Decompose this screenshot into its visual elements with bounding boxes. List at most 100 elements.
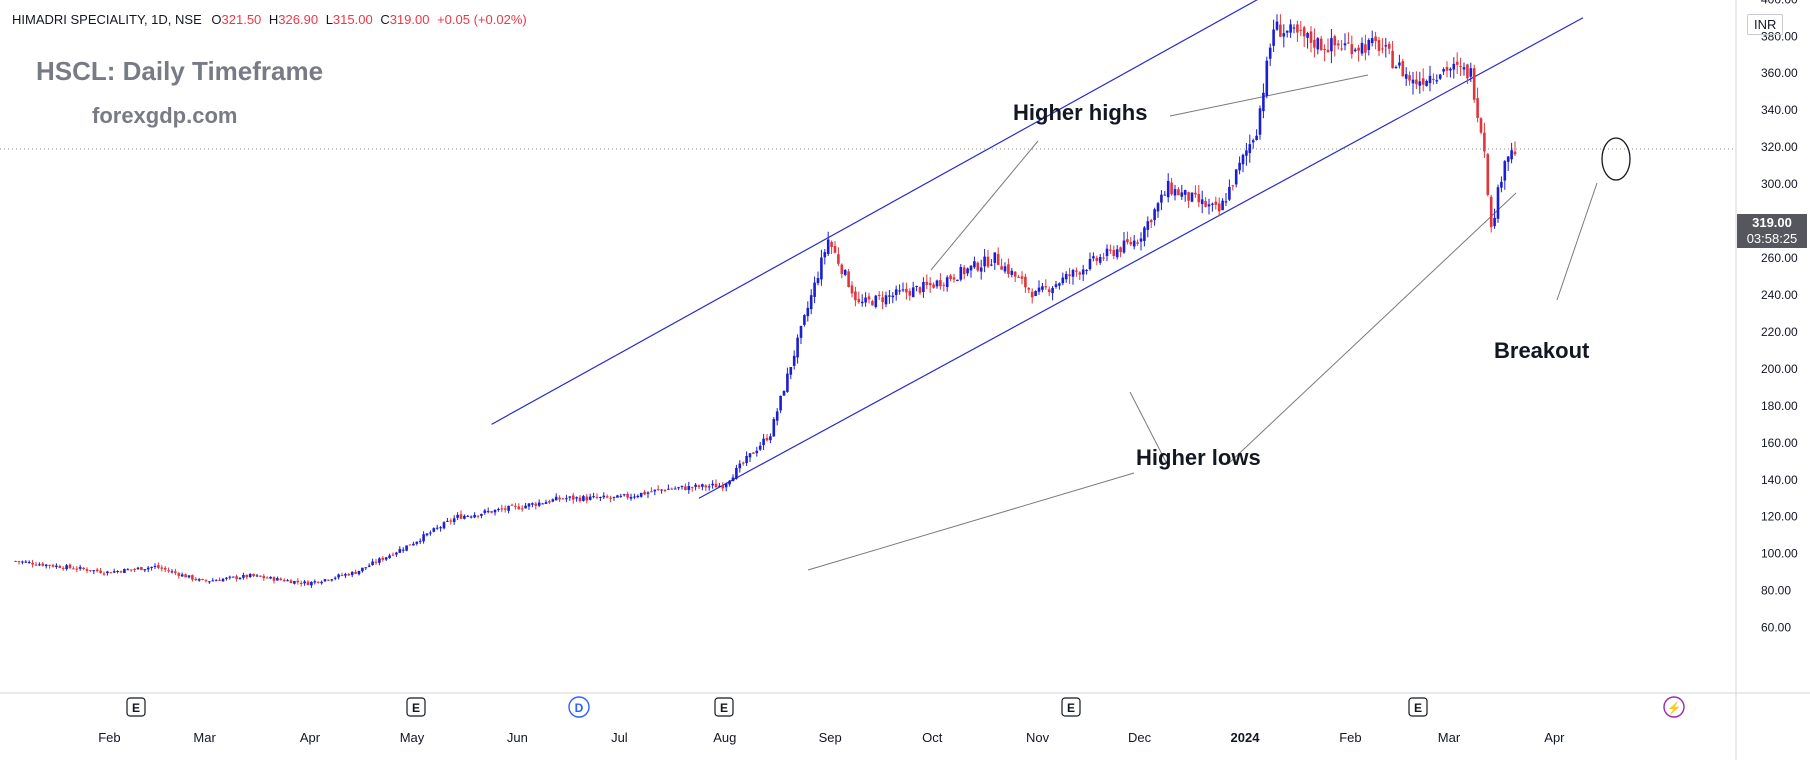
candle-body (452, 518, 456, 522)
candle-body (371, 561, 374, 566)
candle-body (126, 569, 130, 571)
currency-label[interactable]: INR (1747, 14, 1784, 35)
candle-body (1173, 189, 1177, 196)
candle-body (942, 284, 946, 286)
candle-body (191, 575, 194, 580)
candle-body (1330, 38, 1333, 52)
candle-body (656, 489, 660, 491)
candle-body (1047, 289, 1051, 293)
candle-body (660, 489, 663, 491)
candle-body (1493, 217, 1496, 227)
candle-body (843, 270, 847, 275)
candle-body (95, 569, 99, 572)
candle-body (1272, 29, 1275, 46)
candle-body (214, 580, 218, 582)
earnings-marker[interactable] (126, 697, 146, 717)
candle-body (789, 367, 793, 375)
candle-body (718, 485, 721, 487)
candle-body (1387, 43, 1391, 49)
candle-body (769, 436, 772, 441)
price-tick-label: 260.00 (1761, 251, 1798, 265)
price-tick-label: 220.00 (1761, 325, 1798, 339)
candle-body (486, 511, 490, 513)
candle-body (1200, 199, 1204, 205)
candle-body (476, 515, 480, 517)
candle-body (1245, 150, 1248, 156)
candle-body (782, 390, 786, 396)
candle-body (1078, 272, 1082, 275)
price-tick-label: 160.00 (1761, 436, 1798, 450)
candle-body (748, 453, 752, 458)
candle-body (1017, 276, 1020, 278)
candle-body (993, 252, 997, 263)
earnings-marker[interactable] (1061, 697, 1081, 717)
candle-body (1234, 169, 1238, 185)
candle-body (1129, 242, 1133, 245)
candle-body (857, 298, 861, 302)
price-tick-label: 240.00 (1761, 288, 1798, 302)
earnings-marker[interactable] (406, 697, 426, 717)
candle-body (146, 567, 150, 570)
candle-body (884, 295, 888, 305)
candle-body (1027, 288, 1031, 290)
dividend-marker-label: D (575, 701, 584, 715)
trendline-layer (491, 0, 1631, 571)
candle-body (816, 278, 820, 284)
candle-body (663, 489, 667, 491)
candle-body (894, 289, 898, 296)
candle-body (425, 533, 429, 536)
trendline[interactable] (491, 0, 1325, 425)
lightning-icon[interactable] (1663, 696, 1685, 718)
candle-body (1037, 287, 1041, 292)
candle-body (245, 574, 249, 578)
candle-body (140, 567, 143, 571)
candle-body (201, 578, 204, 580)
candle-body (310, 581, 313, 586)
candle-body (803, 315, 806, 325)
candle-body (840, 264, 844, 274)
candle-body (752, 452, 755, 454)
candle-body (418, 540, 422, 542)
candle-body (316, 581, 320, 583)
candle-body (697, 485, 701, 488)
candle-body (820, 257, 823, 280)
earnings-marker[interactable] (1408, 697, 1428, 717)
candle-body (1217, 203, 1221, 212)
candle-body (24, 561, 28, 563)
time-tick-label: Dec (1128, 730, 1152, 745)
candle-body (211, 580, 215, 582)
candle-body (531, 503, 534, 505)
candle-body (996, 253, 1000, 265)
candle-body (1109, 249, 1112, 251)
time-tick-label: Feb (1339, 730, 1361, 745)
candle-body (1496, 187, 1500, 219)
candle-body (976, 262, 980, 271)
trendline[interactable] (698, 17, 1584, 499)
candle-body (1296, 24, 1299, 33)
candle-body (561, 498, 565, 500)
earnings-marker-label: E (1414, 701, 1422, 715)
candle-body (194, 578, 198, 581)
candle-body (1353, 49, 1357, 52)
time-tick-label: Mar (1438, 730, 1461, 745)
candle-body (565, 498, 568, 500)
candle-body (1136, 242, 1139, 244)
candle-body (1476, 98, 1479, 118)
candle-body (796, 337, 799, 358)
earnings-marker[interactable] (714, 697, 734, 717)
candle-body (1479, 118, 1483, 133)
price-tick-label: 180.00 (1761, 399, 1798, 413)
candle-body (398, 549, 402, 553)
dividend-marker[interactable] (568, 696, 590, 718)
candle-body (439, 527, 442, 529)
candle-body (153, 565, 157, 567)
candle-body (1238, 162, 1241, 171)
candle-body (106, 571, 109, 574)
candle-body (684, 486, 687, 490)
candle-body (643, 491, 646, 495)
candle-body (412, 543, 415, 546)
candle-body (911, 287, 915, 298)
candle-body (357, 570, 361, 575)
